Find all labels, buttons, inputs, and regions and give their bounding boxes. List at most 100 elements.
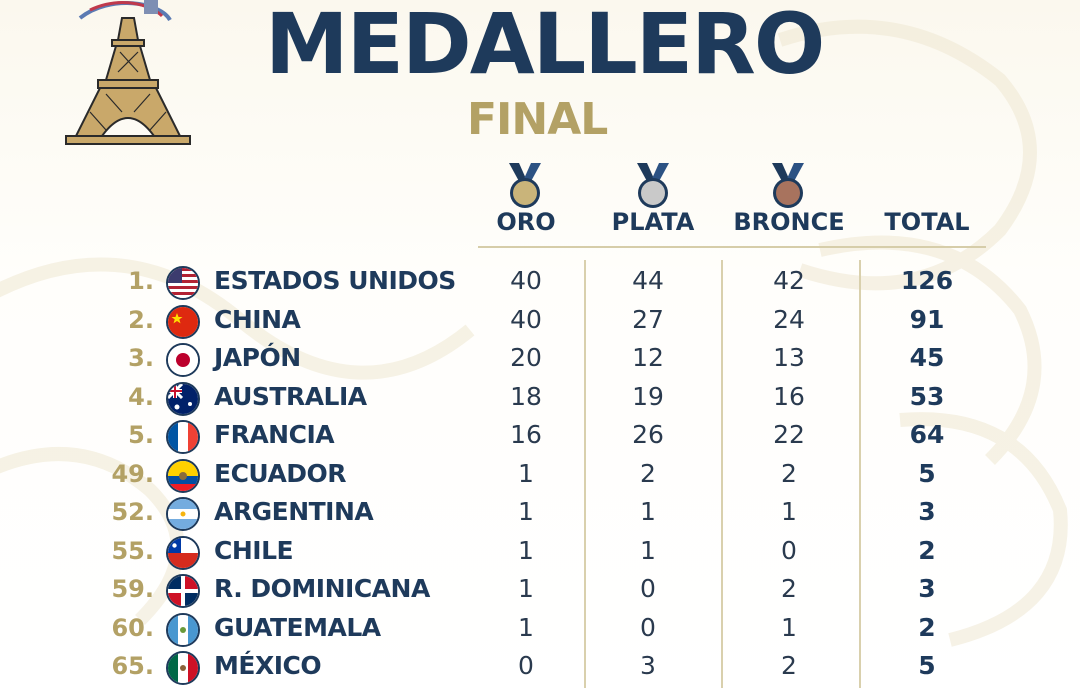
table-row: 52. ARGENTINA 1 1 1 3 — [0, 493, 1080, 531]
table-row: 2. CHINA 40 27 24 91 — [0, 301, 1080, 339]
table-row: 4. AUSTRALIA 18 19 16 53 — [0, 378, 1080, 416]
mexico-flag-icon — [166, 651, 200, 685]
gold-count: 1 — [518, 497, 534, 526]
rank-label: 3. — [128, 344, 154, 372]
rank-label: 4. — [128, 383, 154, 411]
table-row: 55. CHILE 1 1 0 2 — [0, 532, 1080, 570]
silver-count: 1 — [640, 536, 656, 565]
total-count: 3 — [918, 574, 936, 603]
total-count: 3 — [918, 497, 936, 526]
column-header-gold: ORO — [496, 208, 556, 236]
table-row: 60. GUATEMALA 1 0 1 2 — [0, 609, 1080, 647]
silver-count: 3 — [640, 651, 656, 680]
argentina-flag-icon — [166, 497, 200, 531]
country-name: CHINA — [214, 305, 301, 334]
gold-count: 20 — [510, 343, 542, 372]
bronze-count: 16 — [773, 382, 805, 411]
silver-count: 27 — [632, 305, 664, 334]
rank-label: 52. — [111, 498, 154, 526]
guatemala-flag-icon — [166, 613, 200, 647]
silver-count: 1 — [640, 497, 656, 526]
table-row: 65. MÉXICO 0 3 2 5 — [0, 647, 1080, 685]
gold-count: 1 — [518, 613, 534, 642]
gold-count: 1 — [518, 459, 534, 488]
bronze-count: 1 — [781, 497, 797, 526]
bronze-count: 2 — [781, 459, 797, 488]
eiffel-tower-icon — [65, 0, 191, 145]
country-name: ESTADOS UNIDOS — [214, 266, 456, 295]
header-divider — [478, 246, 986, 248]
bronze-count: 0 — [781, 536, 797, 565]
bronze-count: 2 — [781, 651, 797, 680]
country-name: CHILE — [214, 536, 294, 565]
australia-flag-icon — [166, 382, 200, 416]
japan-flag-icon — [166, 343, 200, 377]
gold-count: 40 — [510, 266, 542, 295]
china-flag-icon — [166, 305, 200, 339]
table-row: 49. ECUADOR 1 2 2 5 — [0, 455, 1080, 493]
table-row: 59. R. DOMINICANA 1 0 2 3 — [0, 570, 1080, 608]
page-subtitle: FINAL — [467, 94, 608, 145]
bronze-count: 2 — [781, 574, 797, 603]
silver-count: 2 — [640, 459, 656, 488]
total-count: 5 — [918, 459, 936, 488]
total-count: 53 — [909, 382, 945, 411]
gold-count: 40 — [510, 305, 542, 334]
country-name: FRANCIA — [214, 420, 335, 449]
rank-label: 65. — [111, 652, 154, 680]
table-row: 5. FRANCIA 16 26 22 64 — [0, 416, 1080, 454]
country-name: ECUADOR — [214, 459, 347, 488]
silver-count: 0 — [640, 613, 656, 642]
bronze-count: 1 — [781, 613, 797, 642]
bronze-count: 13 — [773, 343, 805, 372]
rank-label: 1. — [128, 267, 154, 295]
country-name: MÉXICO — [214, 651, 322, 680]
column-divider — [721, 260, 723, 688]
column-header-silver: PLATA — [611, 208, 695, 236]
page-title: MEDALLERO — [265, 0, 825, 93]
column-header-total: TOTAL — [884, 208, 970, 236]
gold-count: 1 — [518, 536, 534, 565]
country-name: GUATEMALA — [214, 613, 381, 642]
total-count: 2 — [918, 536, 936, 565]
table-row: 1. ESTADOS UNIDOS 40 44 42 126 — [0, 262, 1080, 300]
country-name: ARGENTINA — [214, 497, 374, 526]
rank-label: 55. — [111, 537, 154, 565]
total-count: 45 — [909, 343, 945, 372]
gold-count: 18 — [510, 382, 542, 411]
country-name: R. DOMINICANA — [214, 574, 430, 603]
total-count: 126 — [900, 266, 954, 295]
column-divider — [584, 260, 586, 688]
rank-label: 49. — [111, 460, 154, 488]
total-count: 91 — [909, 305, 945, 334]
column-divider — [859, 260, 861, 688]
gold-medal-icon — [509, 163, 541, 208]
total-count: 2 — [918, 613, 936, 642]
total-count: 5 — [918, 651, 936, 680]
bronze-count: 24 — [773, 305, 805, 334]
usa-flag-icon — [166, 266, 200, 300]
bronze-count: 22 — [773, 420, 805, 449]
rank-label: 5. — [128, 421, 154, 449]
table-row: 3. JAPÓN 20 12 13 45 — [0, 339, 1080, 377]
france-flag-icon — [166, 420, 200, 454]
silver-count: 0 — [640, 574, 656, 603]
silver-medal-icon — [637, 163, 669, 208]
gold-count: 0 — [518, 651, 534, 680]
gold-count: 16 — [510, 420, 542, 449]
ecuador-flag-icon — [166, 459, 200, 493]
gold-count: 1 — [518, 574, 534, 603]
silver-count: 19 — [632, 382, 664, 411]
column-header-bronze: BRONCE — [733, 208, 845, 236]
chile-flag-icon — [166, 536, 200, 570]
silver-count: 44 — [632, 266, 664, 295]
dominican-republic-flag-icon — [166, 574, 200, 608]
rank-label: 2. — [128, 306, 154, 334]
silver-count: 12 — [632, 343, 664, 372]
rank-label: 59. — [111, 575, 154, 603]
bronze-medal-icon — [772, 163, 804, 208]
bronze-count: 42 — [773, 266, 805, 295]
silver-count: 26 — [632, 420, 664, 449]
country-name: JAPÓN — [214, 343, 301, 372]
